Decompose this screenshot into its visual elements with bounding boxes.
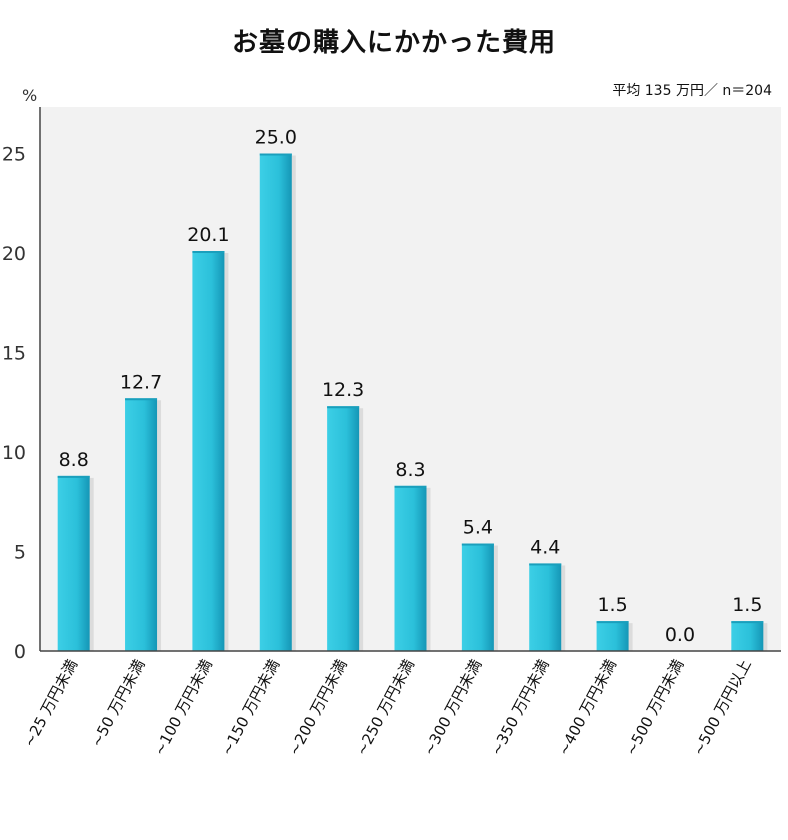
y-tick-label: 20 [2,243,26,265]
bar [327,406,360,651]
bar-top-edge [394,485,427,488]
bar [596,621,629,651]
y-tick-label: 25 [2,144,26,166]
bar-top-edge [596,621,629,624]
category-label: ~50 万円未満 [87,656,148,750]
value-label: 20.1 [187,224,229,246]
value-label: 12.7 [120,371,162,393]
category-label: ~250 万円未満 [352,656,418,758]
category-label: ~400 万円未満 [554,656,620,758]
chart-note: 平均 135 万円／ n＝204 [612,83,772,99]
category-label: ~500 万円未満 [622,656,688,758]
value-label: 1.5 [597,594,627,616]
category-label: ~25 万円未満 [20,656,81,750]
category-label: ~500 万円以上 [689,656,755,758]
value-label: 5.4 [463,517,493,539]
value-label: 12.3 [322,379,364,401]
y-tick-label: 10 [2,442,26,464]
bar [125,398,158,651]
value-label: 0.0 [665,624,695,646]
bar [461,543,494,651]
y-tick-label: 5 [14,542,26,564]
value-label: 8.3 [395,459,425,481]
category-label: ~300 万円未満 [420,656,486,758]
y-tick-label: 0 [14,641,26,663]
y-tick-label: 15 [2,343,26,365]
value-label: 1.5 [732,594,762,616]
bar-top-edge [192,251,225,254]
category-label: ~150 万円未満 [218,656,284,758]
bar-top-edge [327,406,360,409]
category-label: ~100 万円未満 [150,656,216,758]
value-label: 4.4 [530,536,560,558]
bar [394,485,427,651]
category-label: ~200 万円未満 [285,656,351,758]
value-label: 25.0 [255,127,297,149]
bar-top-edge [529,563,562,566]
value-label: 8.8 [59,449,89,471]
y-axis-unit: % [22,86,37,105]
bar [529,563,562,651]
category-label: ~350 万円未満 [487,656,553,758]
bar-top-edge [125,398,158,401]
bar-top-edge [461,543,494,546]
bar [259,153,292,651]
bar-top-edge [259,153,292,156]
bar [57,475,90,651]
chart-title: お墓の購入にかかった費用 [231,28,556,58]
bar [192,251,225,651]
bar [731,621,764,651]
bar-top-edge [57,475,90,478]
bar-top-edge [731,621,764,624]
